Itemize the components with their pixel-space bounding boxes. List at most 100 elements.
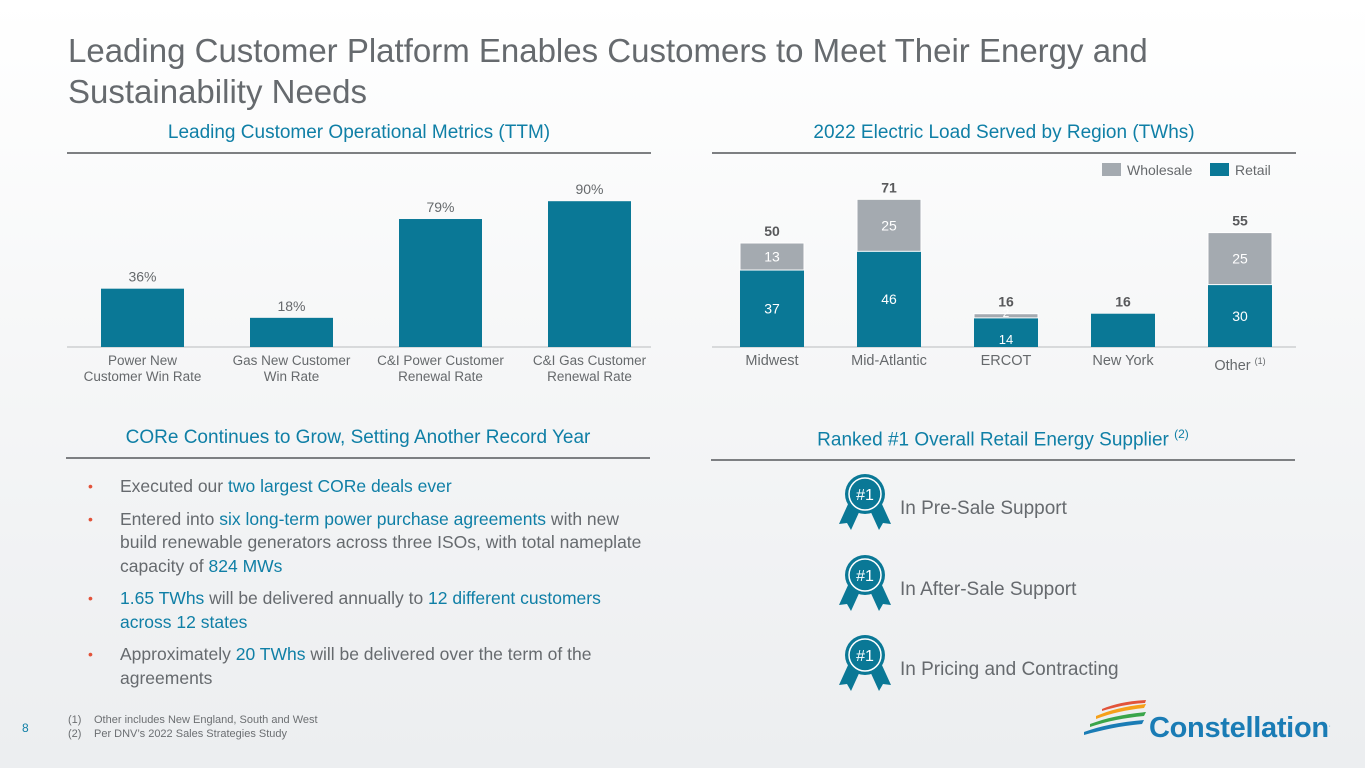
bullet-highlight-text: 824 MWs xyxy=(208,555,283,576)
load-category-text: Mid-Atlantic xyxy=(851,353,927,369)
ranked-title-text: Ranked #1 Overall Retail Energy Supplier xyxy=(817,429,1169,451)
metrics-bar xyxy=(101,288,184,347)
metrics-category-line: Renewal Rate xyxy=(398,369,483,384)
award-label: In After-Sale Support xyxy=(900,579,1077,600)
core-bullet-item: • Executed our two largest CORe deals eve… xyxy=(88,475,648,499)
award-label: In Pre-Sale Support xyxy=(900,498,1067,519)
retail-segment-label: 37 xyxy=(764,301,780,317)
metrics-bar-value-label: 36% xyxy=(128,269,156,285)
retail-segment-label: 46 xyxy=(881,291,897,307)
wholesale-bar-segment xyxy=(739,242,805,271)
page-title: Leading Customer Platform Enables Custom… xyxy=(68,32,1148,110)
load-total-label: 55 xyxy=(1232,213,1248,229)
legend-wholesale-label: Wholesale xyxy=(1127,162,1193,178)
award-label: In Pricing and Contracting xyxy=(900,659,1119,680)
metrics-bar-value-label: 18% xyxy=(277,298,305,314)
metrics-category-line: C&I Power Customer xyxy=(377,353,504,368)
footnotes: (1) Other includes New England, South and… xyxy=(68,713,318,741)
award-badge-label: #1 xyxy=(856,487,874,504)
bullet-highlight-text: 12 different customers across 12 states xyxy=(120,588,601,632)
wholesale-segment-label: 25 xyxy=(1232,251,1248,267)
load-category-footnote-ref: (1) xyxy=(1254,356,1266,366)
retail-segment-label: 14 xyxy=(999,332,1013,347)
retail-bar-segment xyxy=(1091,313,1155,347)
metrics-category-line: C&I Gas Customer xyxy=(532,353,647,368)
award-badge-label: #1 xyxy=(856,568,874,585)
load-total-label: 50 xyxy=(764,223,780,239)
metrics-category-line: Win Rate xyxy=(263,369,320,384)
footnote-2: (2) Per DNV’s 2022 Sales Strategies Study xyxy=(68,728,288,740)
bullet-highlight-text: 20 TWhs xyxy=(235,644,306,664)
metrics-bar-chart: 36% 18% 79% 90% xyxy=(67,181,651,348)
load-category-label: ERCOT xyxy=(946,353,1066,369)
load-category-label: Midwest xyxy=(712,353,832,369)
core-bullet-item: • Approximately 20 TWhs will be delivered… xyxy=(88,643,648,690)
ranked-section-title: Ranked #1 Overall Retail Energy Supplier… xyxy=(711,427,1295,462)
wholesale-segment-label: 13 xyxy=(764,249,780,265)
award-ribbon-icon: #1 xyxy=(839,474,891,530)
metrics-bar xyxy=(548,201,631,347)
bullet-text: Entered into xyxy=(120,508,220,529)
legend-retail-swatch xyxy=(1210,163,1229,176)
load-category-label: New York xyxy=(1063,353,1183,369)
metrics-bar-value-label: 90% xyxy=(575,181,603,197)
load-total-label: 16 xyxy=(998,294,1014,310)
retail-segment-label: 30 xyxy=(1232,308,1248,324)
load-category-text: Midwest xyxy=(745,353,799,369)
award-ribbon-icon: #1 xyxy=(839,635,891,691)
metrics-category-label: C&I Gas Customer Renewal Rate xyxy=(520,353,660,385)
retail-bar-segment xyxy=(857,251,921,347)
load-section-title: 2022 Electric Load Served by Region (TWh… xyxy=(712,122,1296,154)
load-category-text: ERCOT xyxy=(980,353,1032,369)
metrics-section-title: Leading Customer Operational Metrics (TT… xyxy=(67,122,651,154)
metrics-category-line: Gas New Customer xyxy=(232,353,351,368)
legend-retail-label: Retail xyxy=(1235,162,1271,178)
retail-bar-segment xyxy=(1208,284,1272,347)
load-category-text: Other xyxy=(1214,357,1251,374)
retail-bar-segment xyxy=(740,270,804,347)
metrics-bar xyxy=(250,317,333,347)
bullet-text: Executed our xyxy=(120,476,228,496)
wholesale-bar-segment xyxy=(856,198,922,252)
bullet-text: Approximately xyxy=(120,644,236,664)
brand-name: Constellation. xyxy=(1149,712,1331,744)
core-bullet-list: • Executed our two largest CORe deals eve… xyxy=(88,475,648,699)
load-total-label: 16 xyxy=(1115,294,1131,310)
bullet-text: will be delivered annually to xyxy=(204,588,429,608)
bullet-highlight-text: two largest CORe deals ever xyxy=(227,476,452,496)
bullet-text: with new build renewable generators acro… xyxy=(120,508,642,576)
metrics-category-label: Power New Customer Win Rate xyxy=(73,353,213,385)
bullet-dot-icon: • xyxy=(88,478,93,494)
metrics-category-line: Renewal Rate xyxy=(547,369,632,384)
wholesale-segment-label: 2 xyxy=(1003,306,1010,320)
metrics-bar-value-label: 79% xyxy=(426,199,454,215)
page-number: 8 xyxy=(22,721,29,735)
footnote-1: (1) Other includes New England, South and… xyxy=(68,714,318,726)
legend-wholesale-swatch xyxy=(1102,163,1121,176)
core-bullet-item: • Entered into six long-term power purcha… xyxy=(88,508,648,579)
bullet-dot-icon: • xyxy=(88,590,93,606)
bullet-dot-icon: • xyxy=(88,510,93,527)
core-section-title: CORe Continues to Grow, Setting Another … xyxy=(66,427,650,459)
metrics-bar xyxy=(399,219,482,347)
ranked-footnote-ref: (2) xyxy=(1174,427,1189,441)
metrics-category-label: Gas New Customer Win Rate xyxy=(222,353,362,385)
award-ribbon-icon: #1 xyxy=(839,555,891,611)
wholesale-bar-segment xyxy=(973,313,1039,319)
load-category-label: Mid-Atlantic xyxy=(829,353,949,369)
wholesale-bar-segment xyxy=(1207,232,1273,286)
metrics-category-line: Customer Win Rate xyxy=(83,369,202,384)
retail-bar-segment xyxy=(974,317,1038,347)
wholesale-segment-label: 25 xyxy=(881,217,897,233)
metrics-category-label: C&I Power Customer Renewal Rate xyxy=(371,353,511,385)
load-category-text: New York xyxy=(1092,353,1154,369)
core-bullet-item: • 1.65 TWhs will be delivered annually to… xyxy=(88,587,648,634)
load-category-label: Other (1) xyxy=(1180,353,1300,374)
bullet-highlight-text: six long-term power purchase agreements xyxy=(219,508,547,529)
bullet-dot-icon: • xyxy=(88,646,93,662)
award-badge-label: #1 xyxy=(856,648,874,665)
bullet-highlight-text: 1.65 TWhs xyxy=(120,588,205,608)
load-total-label: 71 xyxy=(881,179,897,195)
constellation-logo-icon xyxy=(1084,700,1146,735)
